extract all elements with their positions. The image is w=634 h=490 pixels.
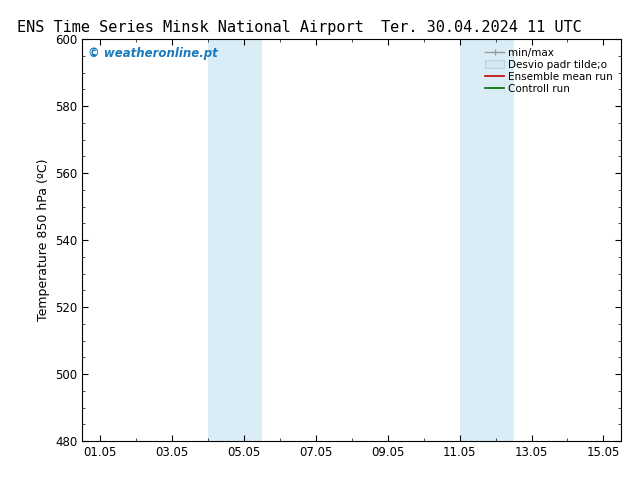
Text: ENS Time Series Minsk National Airport: ENS Time Series Minsk National Airport — [17, 20, 363, 35]
Text: © weatheronline.pt: © weatheronline.pt — [87, 47, 217, 60]
Legend: min/max, Desvio padr tilde;o, Ensemble mean run, Controll run: min/max, Desvio padr tilde;o, Ensemble m… — [482, 45, 616, 97]
Text: Ter. 30.04.2024 11 UTC: Ter. 30.04.2024 11 UTC — [382, 20, 582, 35]
Bar — [208, 39, 262, 441]
Y-axis label: Temperature 850 hPa (ºC): Temperature 850 hPa (ºC) — [37, 159, 49, 321]
Bar — [460, 39, 514, 441]
